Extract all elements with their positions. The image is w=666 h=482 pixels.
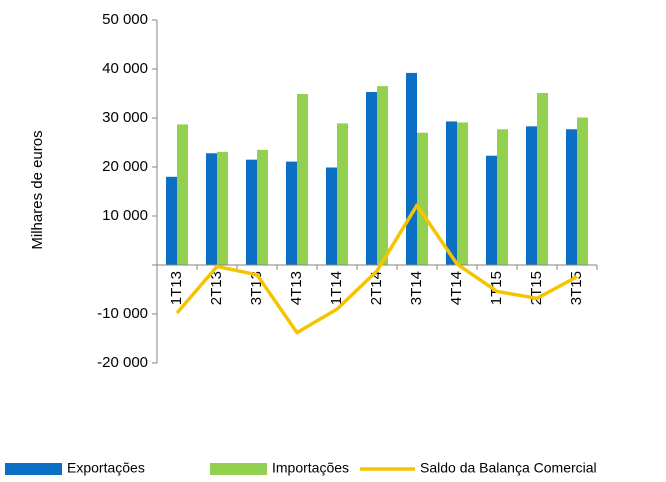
bar (406, 72, 417, 265)
bar (366, 92, 377, 265)
y-tick-label: 30 000 (102, 109, 148, 126)
bar (566, 129, 577, 265)
bar (526, 126, 537, 265)
legend-swatch (5, 463, 62, 475)
x-tick-label: 3T14 (408, 271, 425, 305)
y-tick-label: -10 000 (97, 305, 148, 322)
legend-swatch (210, 463, 267, 475)
bar (486, 155, 497, 265)
bar (217, 151, 228, 265)
x-tick-label: 1T14 (328, 271, 345, 305)
bar (326, 167, 337, 265)
bar (286, 161, 297, 265)
legend-label: Importações (272, 460, 349, 476)
bar (177, 124, 188, 266)
bar (377, 86, 388, 266)
bar (577, 117, 588, 265)
bar (446, 121, 457, 266)
y-axis-label: Milhares de euros (29, 130, 46, 249)
legend-label: Exportações (67, 460, 145, 476)
y-tick-label: 20 000 (102, 158, 148, 175)
bar (497, 129, 508, 265)
bar (537, 93, 548, 265)
bar (417, 132, 428, 265)
x-tick-label: 1T15 (488, 271, 505, 305)
x-tick-label: 4T14 (448, 271, 465, 305)
x-tick-label: 2T13 (208, 271, 225, 305)
y-tick-label: 10 000 (102, 207, 148, 224)
y-tick-label: -20 000 (97, 354, 148, 371)
bar (206, 153, 217, 265)
x-tick-label: 2T14 (368, 271, 385, 305)
bar (337, 123, 348, 265)
y-tick-label: 50 000 (102, 11, 148, 28)
y-tick-label: 40 000 (102, 60, 148, 77)
x-tick-label: 2T15 (528, 271, 545, 305)
bar (246, 159, 257, 265)
legend-label: Saldo da Balança Comercial (420, 460, 597, 476)
x-tick-label: 4T13 (288, 271, 305, 305)
bar (297, 93, 308, 266)
bar (166, 176, 177, 265)
line (175, 203, 578, 335)
bar (257, 149, 268, 265)
bar (457, 122, 468, 265)
x-tick-label: 1T13 (168, 271, 185, 305)
